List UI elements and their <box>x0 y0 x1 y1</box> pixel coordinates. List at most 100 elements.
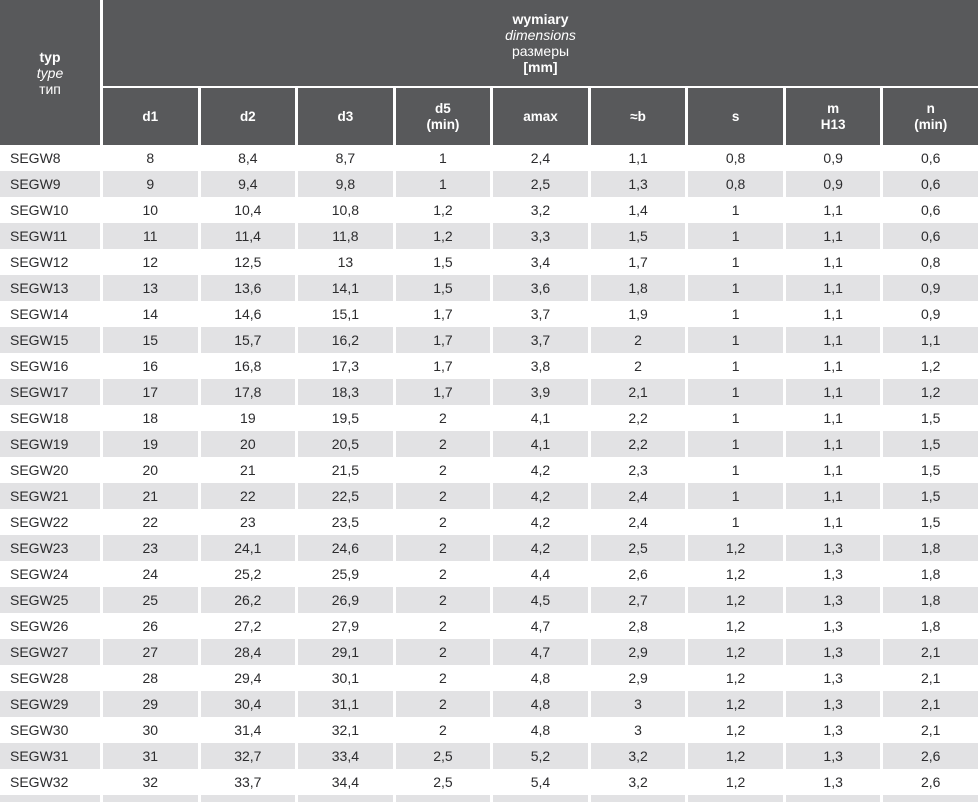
table-row: SEGW10 10 10,4 10,8 1,2 3,2 1,4 1 1,1 0,… <box>0 197 978 223</box>
n-min-cell: 2,1 <box>920 670 941 686</box>
d3-cell: 15,1 <box>331 306 359 322</box>
table-row: SEGW22 22 23 23,5 2 4,2 2,4 1 1,1 1,5 <box>0 509 978 535</box>
n-min-cell: 2,1 <box>883 691 978 717</box>
type-cell: SEGW29 <box>0 691 100 717</box>
type-cell: SEGW9 <box>0 171 100 197</box>
b-cell: 3,2 <box>628 774 648 790</box>
m-h13-cell: 1,1 <box>823 254 843 270</box>
d3-cell: 8,7 <box>335 150 356 166</box>
d5min-cell: 1,7 <box>395 327 491 353</box>
m-h13-cell: 1,3 <box>823 618 843 634</box>
d5min-cell: 2 <box>439 410 447 426</box>
type-cell: SEGW26 <box>10 618 69 634</box>
dimensions-label-en: dimensions <box>505 27 576 43</box>
d3-cell: 33,4 <box>298 743 393 769</box>
d3-cell: 24,6 <box>298 535 393 561</box>
s-cell: 0,8 <box>688 171 783 197</box>
b-cell: 1,4 <box>628 202 648 218</box>
d2-cell: 28,4 <box>200 639 296 665</box>
d1-cell: 11 <box>103 223 198 249</box>
col-header-d5min: d5 (min) <box>395 88 491 145</box>
m-h13-cell: 1,1 <box>785 431 881 457</box>
n-min-cell: 1,5 <box>920 410 941 426</box>
amax-cell: 4,2 <box>493 483 588 509</box>
type-cell: SEGW28 <box>10 670 69 686</box>
b-cell: 2 <box>634 358 642 374</box>
s-cell: 1,2 <box>688 743 783 769</box>
amax-cell: 4,7 <box>493 639 588 665</box>
table-row: SEGW32 32 33,7 34,4 2,5 5,4 3,2 1,2 1,3 … <box>0 769 978 795</box>
table-row: SEGW23 23 24,1 24,6 2 4,2 2,5 1,2 1,3 1,… <box>0 535 978 561</box>
amax-cell: 4,1 <box>530 410 551 426</box>
d5min-cell: 2 <box>439 514 447 530</box>
n-min-cell: 1,5 <box>920 462 941 478</box>
n-min-cell: 0,6 <box>920 202 941 218</box>
d3-cell: 20,5 <box>298 431 393 457</box>
d5min-cell: 2 <box>439 618 447 634</box>
d5min-cell: 1,5 <box>395 275 491 301</box>
m-h13-cell: 1,3 <box>785 535 881 561</box>
d1-cell: 19 <box>103 431 198 457</box>
b-cell: 2,6 <box>628 566 648 582</box>
d2-cell: 29,4 <box>234 670 262 686</box>
table-row: SEGW28 28 29,4 30,1 2 4,8 2,9 1,2 1,3 2,… <box>0 665 978 691</box>
col-header-d2: d2 <box>200 88 296 145</box>
table-row: SEGW11 11 11,4 11,8 1,2 3,3 1,5 1 1,1 0,… <box>0 223 978 249</box>
m-h13-cell: 1,1 <box>785 379 881 405</box>
n-min-cell: 1,8 <box>920 566 941 582</box>
d5min-cell: 1,2 <box>395 223 491 249</box>
d2-cell: 24,1 <box>200 535 296 561</box>
d3-cell: 26,9 <box>298 587 393 613</box>
type-cell: SEGW15 <box>0 327 100 353</box>
amax-cell: 4,2 <box>493 535 588 561</box>
s-cell: 1 <box>731 306 740 322</box>
d2-cell: 26,2 <box>200 587 296 613</box>
table-row: SEGW20 20 21 21,5 2 4,2 2,3 1 1,1 1,5 <box>0 457 978 483</box>
d2-cell: 14,6 <box>234 306 262 322</box>
n-min-cell: 1,5 <box>883 483 978 509</box>
d5min-cell: 2,5 <box>433 774 453 790</box>
n-min-cell: 2,1 <box>883 639 978 665</box>
m-h13-cell: 1,1 <box>823 462 843 478</box>
m-h13-cell: 1,1 <box>785 483 881 509</box>
table-row: SEGW21 21 22 22,5 2 4,2 2,4 1 1,1 1,5 <box>0 483 978 509</box>
amax-cell: 3,2 <box>530 202 551 218</box>
d1-cell: 31 <box>103 743 198 769</box>
d2-cell: 10,4 <box>234 202 262 218</box>
b-cell: 2,9 <box>590 639 686 665</box>
type-cell: SEGW30 <box>10 722 69 738</box>
s-cell: 1 <box>731 202 740 218</box>
d1-cell: 22 <box>142 514 159 530</box>
n-min-cell: 2,1 <box>920 722 941 738</box>
type-cell: SEGW17 <box>0 379 100 405</box>
d1-cell: 28 <box>142 670 159 686</box>
s-cell: 1 <box>688 431 783 457</box>
m-h13-cell: 1,3 <box>785 639 881 665</box>
d3-cell: 21,5 <box>331 462 359 478</box>
amax-cell: 4,4 <box>530 566 551 582</box>
type-cell: SEGW14 <box>10 306 69 322</box>
d1-cell: 12 <box>142 254 159 270</box>
type-cell: SEGW12 <box>10 254 69 270</box>
d3-cell: 29,1 <box>298 639 393 665</box>
d1-cell: 8 <box>146 150 155 166</box>
s-cell: 1 <box>731 358 740 374</box>
s-cell: 1 <box>688 483 783 509</box>
n-min-cell: 1,1 <box>883 327 978 353</box>
m-h13-cell: 1,1 <box>785 275 881 301</box>
type-label-ru: тип <box>39 80 61 97</box>
b-cell: 2,9 <box>628 670 648 686</box>
table-row: SEGW14 14 14,6 15,1 1,7 3,7 1,9 1 1,1 0,… <box>0 301 978 327</box>
d5min-cell: 1,2 <box>433 202 453 218</box>
table-row: SEGW31 31 32,7 33,4 2,5 5,2 3,2 1,2 1,3 … <box>0 743 978 769</box>
table-row: SEGW13 13 13,6 14,1 1,5 3,6 1,8 1 1,1 0,… <box>0 275 978 301</box>
d1-cell: 30 <box>142 722 159 738</box>
m-h13-cell: 1,1 <box>785 327 881 353</box>
d1-cell: 32 <box>142 774 159 790</box>
d2-cell: 15,7 <box>200 327 296 353</box>
type-cell: SEGW10 <box>10 202 69 218</box>
d3-cell: 34,4 <box>331 774 359 790</box>
s-cell: 1 <box>731 254 740 270</box>
b-cell: 3 <box>634 722 642 738</box>
